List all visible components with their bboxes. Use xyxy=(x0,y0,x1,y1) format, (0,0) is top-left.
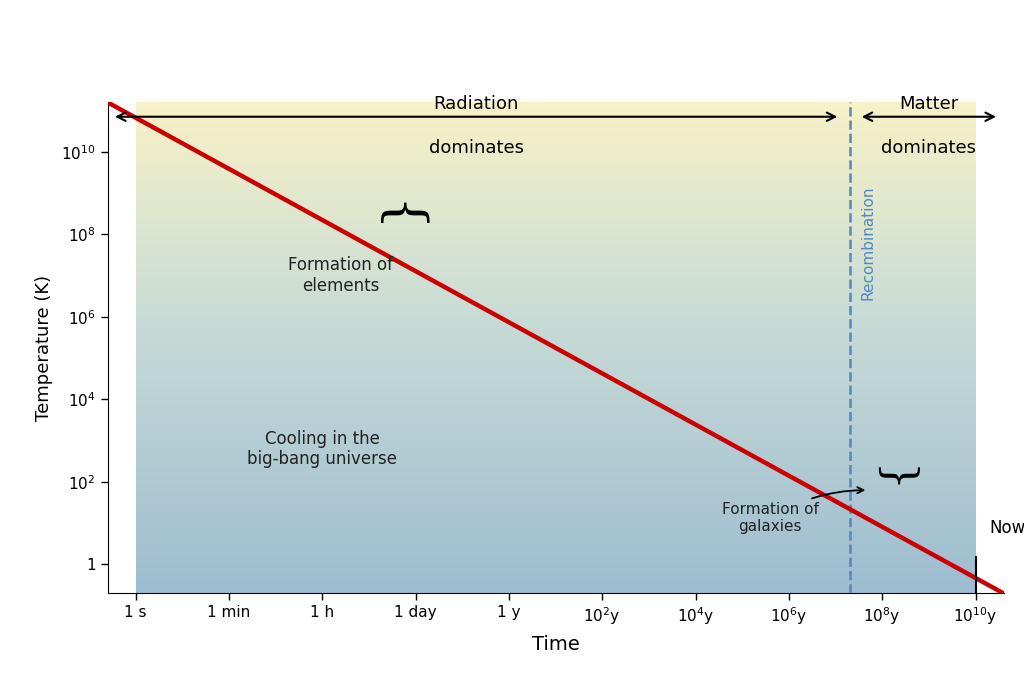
Text: Now: Now xyxy=(989,520,1024,537)
X-axis label: Time: Time xyxy=(531,635,580,654)
Text: Formation of
galaxies: Formation of galaxies xyxy=(722,487,863,535)
Text: Cooling in the
big-bang universe: Cooling in the big-bang universe xyxy=(247,430,397,469)
Y-axis label: Temperature (K): Temperature (K) xyxy=(35,275,53,421)
Text: Radiation: Radiation xyxy=(433,95,519,113)
Text: Formation of
elements: Formation of elements xyxy=(289,256,393,295)
Text: Recombination: Recombination xyxy=(861,186,876,300)
Text: Matter: Matter xyxy=(899,95,958,113)
Text: {: { xyxy=(372,201,422,235)
Text: {: { xyxy=(874,456,918,484)
Text: dominates: dominates xyxy=(429,139,523,158)
Text: dominates: dominates xyxy=(882,139,976,158)
